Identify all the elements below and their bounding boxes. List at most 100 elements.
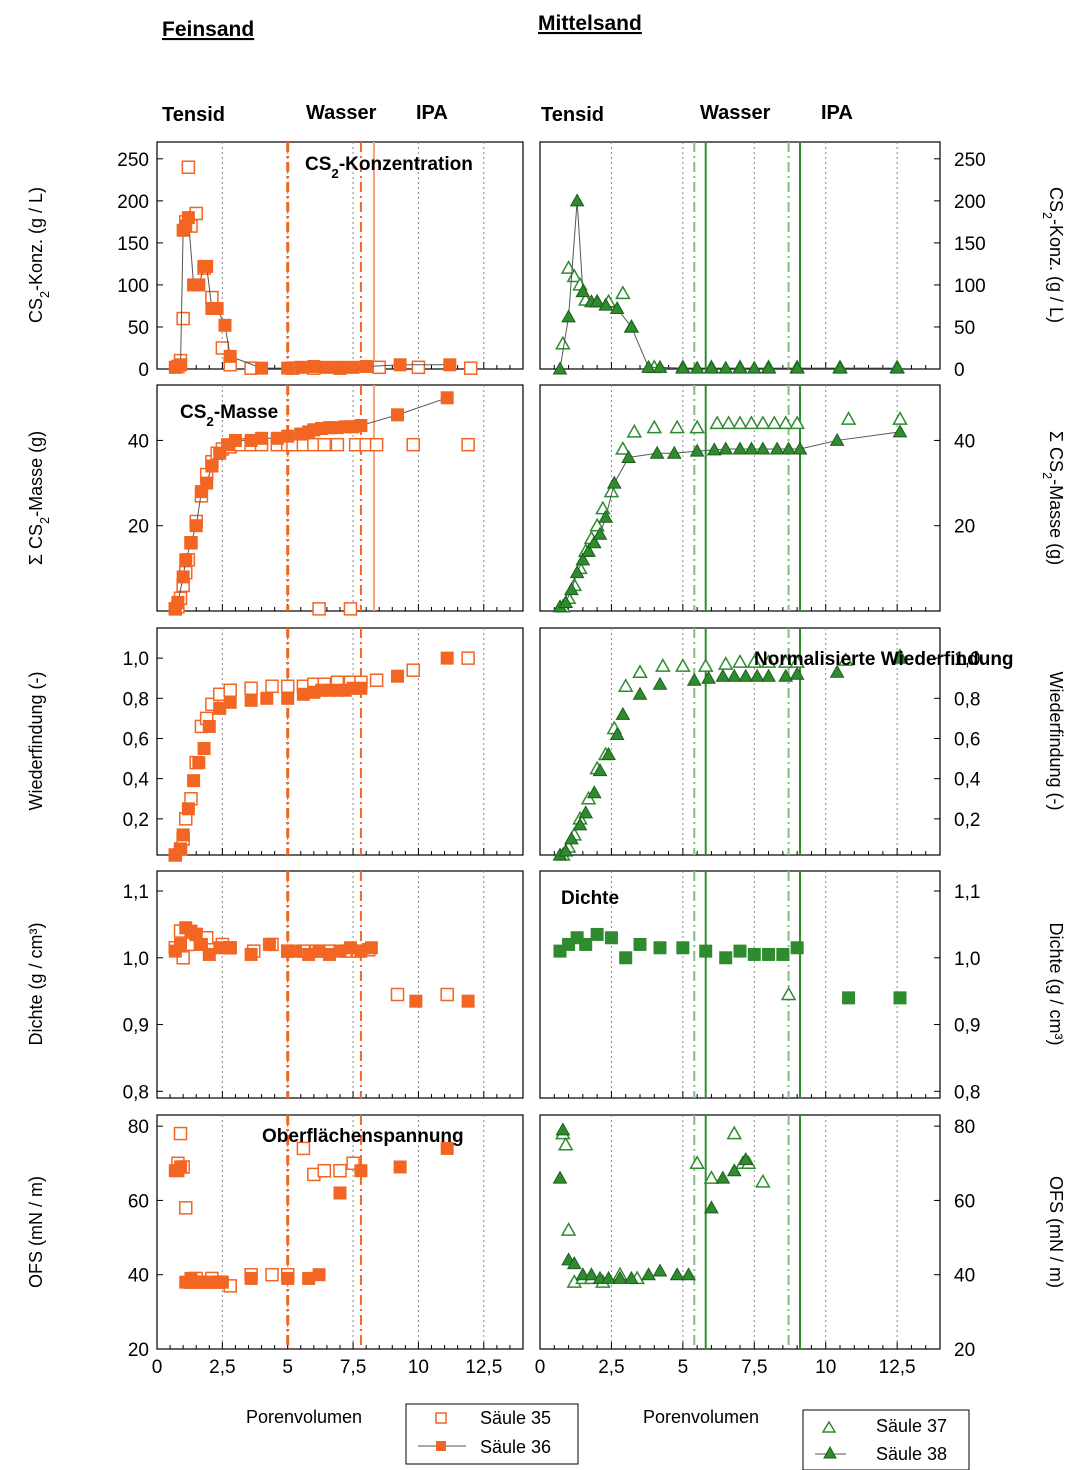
phase-right-wasser: Wasser <box>700 102 771 124</box>
point-mass-saeule-36 <box>228 433 242 447</box>
point-recovery-saeule-38 <box>761 668 776 682</box>
point-mass-saeule-38 <box>892 424 908 438</box>
point-ofs-saeule-35 <box>317 1163 332 1178</box>
point-recovery-saeule-36 <box>174 842 188 856</box>
point-recovery-saeule-36 <box>281 691 295 705</box>
ytick-label-density-left: 0,9 <box>123 1016 149 1037</box>
point-mass-saeule-36 <box>176 570 190 584</box>
point-density-saeule-36 <box>174 937 188 951</box>
point-conc-saeule-38 <box>732 360 748 374</box>
point-mass-saeule-38 <box>718 441 734 455</box>
point-mass-saeule-36 <box>281 429 295 443</box>
legend-marker-saeule-35 <box>435 1412 447 1424</box>
xtick-label-left: 5 <box>282 1357 293 1378</box>
point-density-saeule-36 <box>202 947 216 961</box>
xtick-label-right: 0 <box>535 1357 546 1378</box>
point-mass-saeule-36 <box>200 476 214 490</box>
point-conc-saeule-36 <box>223 349 237 363</box>
panels: 050100150200250050100150200250CS2-Konzen… <box>26 141 1066 1378</box>
point-density-saeule-36 <box>262 937 276 951</box>
ytick-label-conc-left: 250 <box>117 150 149 171</box>
point-recovery-saeule-38 <box>829 664 845 678</box>
ylabel-right-mass: Σ CS2-Masse (g) <box>1040 431 1066 565</box>
point-ofs-saeule-35 <box>173 1126 188 1141</box>
point-recovery-saeule-35 <box>406 663 420 677</box>
ytick-label-ofs-right: 60 <box>954 1191 975 1212</box>
point-mass-saeule-37 <box>743 415 760 430</box>
point-ofs-saeule-37 <box>557 1136 574 1151</box>
point-recovery-saeule-38 <box>701 670 716 684</box>
point-mass-saeule-37 <box>615 440 631 455</box>
ylabel-right-recovery: Wiederfindung (-) <box>1046 671 1066 810</box>
point-conc-saeule-38 <box>552 361 568 375</box>
point-conc-saeule-38 <box>575 284 591 298</box>
point-ofs-saeule-38 <box>669 1267 685 1281</box>
point-mass-saeule-37 <box>626 423 643 438</box>
point-ofs-saeule-35 <box>179 1201 193 1215</box>
point-recovery-saeule-37 <box>837 652 854 666</box>
point-ofs-saeule-38 <box>652 1263 668 1277</box>
point-mass-saeule-38 <box>744 441 759 455</box>
ylabel-left-ofs: OFS (mN / m) <box>26 1176 46 1288</box>
point-mass-saeule-38 <box>649 445 665 459</box>
point-mass-saeule-38 <box>558 594 574 608</box>
point-ofs-saeule-38 <box>704 1200 719 1214</box>
ytick-label-conc-right: 50 <box>954 318 975 339</box>
panel-ofs-right: 20 40 60 80 <box>539 1114 975 1361</box>
panel-title-recovery: Normalisierte Wiederfindung <box>754 649 1014 670</box>
point-mass-saeule-38 <box>592 526 608 540</box>
ytick-label-density-right: 1,1 <box>954 882 980 903</box>
panel-ofs-right-frame <box>539 1114 941 1350</box>
ytick-label-ofs-left: 40 <box>128 1266 149 1287</box>
point-ofs-saeule-38 <box>555 1122 571 1136</box>
point-recovery-saeule-38 <box>592 763 608 777</box>
point-recovery-saeule-38 <box>586 785 602 799</box>
ytick-label-ofs-right: 40 <box>954 1266 975 1287</box>
point-mass-saeule-38 <box>606 475 622 489</box>
xtick-label-left: 10 <box>408 1357 429 1378</box>
point-conc-saeule-38 <box>569 193 585 207</box>
point-mass-saeule-37 <box>709 415 725 430</box>
point-ofs-saeule-36 <box>244 1271 258 1285</box>
point-density-saeule-38 <box>633 937 647 951</box>
legend-marker-saeule-36 <box>436 1441 446 1451</box>
phase-left-wasser: Wasser <box>306 102 377 124</box>
point-density-saeule-38 <box>762 947 776 961</box>
ylabel-left-conc: CS2-Konz. (g / L) <box>26 187 52 323</box>
point-recovery-saeule-38 <box>572 817 588 831</box>
point-conc-saeule-38 <box>598 297 614 311</box>
point-conc-saeule-35 <box>372 360 386 375</box>
point-mass-saeule-37 <box>646 419 663 434</box>
point-recovery-saeule-35 <box>369 673 384 687</box>
ylabel-right-conc: CS2-Konz. (g / L) <box>1040 187 1066 323</box>
point-density-saeule-38 <box>719 951 733 965</box>
point-mass-saeule-38 <box>569 565 585 579</box>
point-conc-saeule-38 <box>718 360 734 374</box>
point-mass-saeule-36 <box>184 536 198 550</box>
ytick-label-conc-right: 0 <box>954 360 965 381</box>
point-recovery-saeule-36 <box>187 774 201 788</box>
ytick-label-mass-right: 20 <box>954 517 975 538</box>
xtick-label-left: 0 <box>152 1357 163 1378</box>
point-conc-saeule-36 <box>346 360 360 374</box>
point-conc-saeule-36 <box>181 211 195 225</box>
point-ofs-saeule-37 <box>689 1155 705 1170</box>
phase-right-ipa: IPA <box>821 102 853 124</box>
point-density-saeule-38 <box>790 941 804 955</box>
ytick-label-conc-right: 250 <box>954 150 986 171</box>
ytick-label-density-left: 0,8 <box>123 1082 149 1103</box>
point-mass-saeule-37 <box>789 415 805 430</box>
legend-left: Säule 35 Säule 36 <box>405 1403 579 1465</box>
point-density-saeule-38 <box>733 944 747 958</box>
legend-label-saeule-35: Säule 35 <box>480 1408 551 1428</box>
ytick-label-mass-right: 40 <box>954 431 975 452</box>
point-mass-saeule-38 <box>689 443 705 457</box>
point-conc-saeule-36 <box>294 360 308 374</box>
panel-recovery-left: 0,2 0,4 0,6 0,8 1,0 <box>123 627 524 862</box>
point-density-saeule-38 <box>893 991 907 1005</box>
point-conc-saeule-36 <box>192 278 206 292</box>
ytick-label-mass-left: 40 <box>128 431 149 452</box>
point-recovery-saeule-35 <box>265 679 279 694</box>
ytick-label-ofs-left: 60 <box>128 1191 149 1212</box>
panel-recovery-right: 0,2 0,4 0,6 0,8 1,0 <box>539 627 981 861</box>
